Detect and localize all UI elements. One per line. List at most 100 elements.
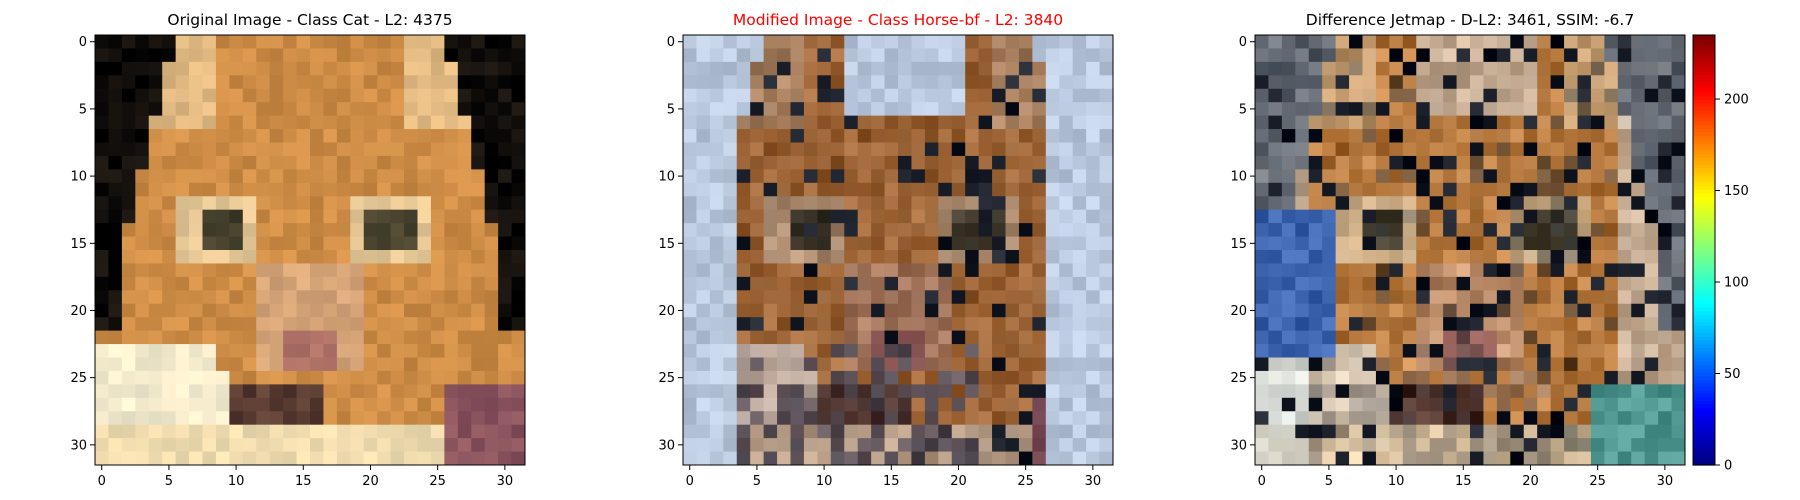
pixel (1363, 358, 1377, 372)
pixel (1403, 48, 1417, 62)
pixel (1295, 116, 1309, 130)
pixel (1349, 116, 1363, 130)
pixel (1497, 143, 1511, 157)
pixel (1604, 223, 1618, 237)
pixel (1631, 371, 1645, 385)
colorbar-step (1693, 196, 1715, 200)
pixel (1416, 35, 1430, 49)
pixel (1389, 89, 1403, 103)
pixel (1537, 102, 1551, 116)
y-tick-label: 30 (1230, 438, 1247, 453)
pixel (1604, 89, 1618, 103)
pixel (1470, 304, 1484, 318)
pixel (1268, 411, 1282, 425)
pixel (1578, 35, 1592, 49)
pixel (1389, 223, 1403, 237)
pixel (1322, 196, 1336, 210)
colorbar-step (1693, 397, 1715, 401)
colorbar-step (1693, 436, 1715, 440)
pixel (1551, 169, 1565, 183)
y-tick-label: 5 (1239, 102, 1247, 117)
pixel (1416, 89, 1430, 103)
pixel (1349, 277, 1363, 291)
pixel (1430, 48, 1444, 62)
pixel (1618, 169, 1632, 183)
pixel (1470, 452, 1484, 466)
pixel (1457, 398, 1471, 412)
pixel (1564, 317, 1578, 331)
pixel (1349, 89, 1363, 103)
pixel (1591, 89, 1605, 103)
pixel (1551, 358, 1565, 372)
pixel (1416, 304, 1430, 318)
pixel (1389, 75, 1403, 89)
pixel (1483, 331, 1497, 345)
pixel (1255, 263, 1269, 277)
pixel (1537, 452, 1551, 466)
pixel (1551, 452, 1565, 466)
pixel (1457, 35, 1471, 49)
pixel (1551, 304, 1565, 318)
colorbar-step (1693, 64, 1715, 68)
pixel (1443, 102, 1457, 116)
pixel (1672, 143, 1686, 157)
pixel (1510, 143, 1524, 157)
pixel (1551, 290, 1565, 304)
pixel (1658, 35, 1672, 49)
pixel (1457, 358, 1471, 372)
y-tick-label: 15 (1230, 237, 1247, 252)
pixel (1376, 411, 1390, 425)
pixel (1443, 438, 1457, 452)
pixel (1604, 250, 1618, 264)
pixel (1564, 425, 1578, 439)
pixel (1322, 116, 1336, 130)
pixel (1551, 196, 1565, 210)
pixel (1470, 277, 1484, 291)
pixel (1336, 411, 1350, 425)
pixel (1363, 237, 1377, 251)
pixel (1255, 116, 1269, 130)
pixel (1483, 358, 1497, 372)
pixel (1618, 411, 1632, 425)
pixel (1403, 384, 1417, 398)
pixel (1282, 75, 1296, 89)
pixel (1470, 411, 1484, 425)
pixel (1376, 102, 1390, 116)
y-tick-label: 10 (1230, 170, 1247, 185)
colorbar-step (1693, 164, 1715, 168)
pixel (1376, 425, 1390, 439)
pixel (1470, 384, 1484, 398)
pixel (1349, 183, 1363, 197)
pixel (1295, 425, 1309, 439)
colorbar-step (1693, 318, 1715, 322)
colorbar-step (1693, 340, 1715, 344)
pixel (1389, 250, 1403, 264)
pixel (1510, 89, 1524, 103)
pixel (1403, 143, 1417, 157)
pixel (1268, 344, 1282, 358)
pixel (1483, 116, 1497, 130)
colorbar-step (1693, 272, 1715, 276)
pixel (1295, 89, 1309, 103)
pixel (1483, 438, 1497, 452)
pixel (1309, 89, 1323, 103)
pixel (1658, 210, 1672, 224)
pixel (1645, 263, 1659, 277)
pixel (1483, 290, 1497, 304)
pixel (1389, 317, 1403, 331)
pixel (1443, 196, 1457, 210)
x-tick-label: 30 (1657, 474, 1674, 489)
pixel (1403, 75, 1417, 89)
pixel (1470, 62, 1484, 76)
pixel (1416, 143, 1430, 157)
colorbar-step (1693, 336, 1715, 340)
pixel (1524, 250, 1538, 264)
pixel (1497, 156, 1511, 170)
pixel (1618, 129, 1632, 143)
pixel (1564, 210, 1578, 224)
colorbar-tick-label: 200 (1724, 93, 1749, 108)
pixel (1403, 196, 1417, 210)
pixel (1255, 344, 1269, 358)
pixel (1322, 75, 1336, 89)
pixel (1658, 344, 1672, 358)
